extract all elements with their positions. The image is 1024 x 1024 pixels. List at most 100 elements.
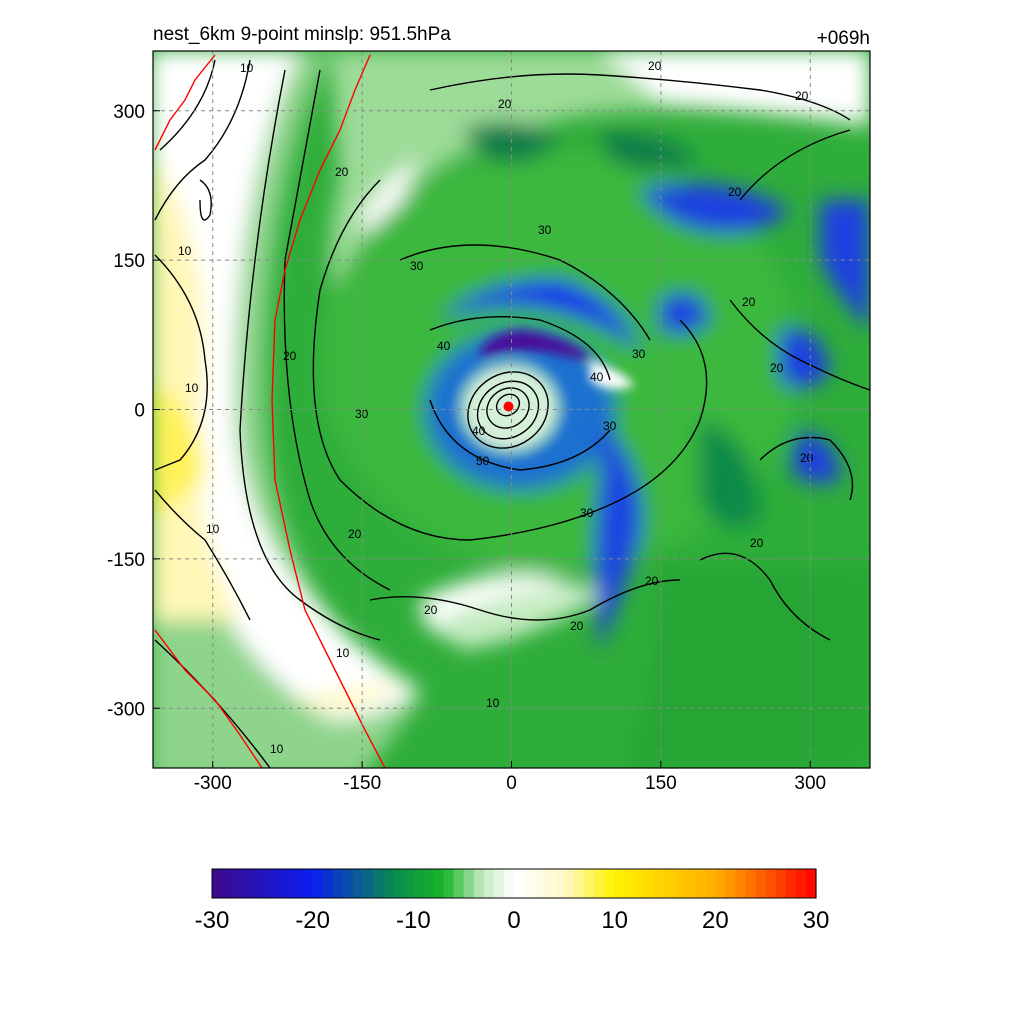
contour-label: 20 [424, 603, 438, 617]
colorbar-swatch [483, 869, 495, 898]
y-tick-label: -300 [107, 699, 145, 720]
colorbar-swatch [282, 869, 294, 898]
colorbar-swatch [534, 869, 545, 898]
contour-label: 20 [728, 185, 742, 199]
colorbar-swatch [232, 869, 243, 898]
colorbar-swatch [564, 869, 575, 898]
storm-center-marker [503, 401, 514, 412]
colorbar-swatch [725, 869, 737, 898]
colorbar-swatch [745, 869, 757, 898]
colorbar-ticks: -30 -20 -10 0 10 20 30 [195, 907, 830, 934]
colorbar-swatch [775, 869, 787, 898]
colorbar-swatch [413, 869, 424, 898]
wind-speed-contours [154, 59, 870, 768]
colorbar-swatch [644, 869, 656, 898]
contour-label: 30 [538, 223, 552, 237]
colorbar-swatch [342, 869, 354, 898]
contour-label: 30 [632, 347, 646, 361]
colorbar-swatch [423, 869, 435, 898]
colorbar-swatch [363, 869, 374, 898]
colorbar-swatch [584, 869, 596, 898]
contour-label: 40 [590, 370, 604, 384]
colorbar-swatch [614, 869, 626, 898]
contour-label: 30 [410, 259, 424, 273]
colorbar-swatch [604, 869, 616, 898]
x-tick-label: 150 [645, 773, 677, 794]
colorbar-swatch [373, 869, 384, 898]
y-tick-label: 0 [134, 401, 145, 422]
contour-label: 10 [185, 381, 199, 395]
colorbar-swatch [705, 869, 716, 898]
colorbar-tick-label: 30 [803, 907, 830, 934]
contour-label: 10 [270, 742, 284, 756]
colorbar-swatch [755, 869, 767, 898]
colorbar-swatch [675, 869, 686, 898]
x-axis: -300 -150 0 150 300 [194, 761, 826, 794]
colorbar-swatch [212, 869, 223, 898]
colorbar [212, 869, 817, 898]
colorbar-swatch [453, 869, 465, 898]
colorbar-swatch [554, 869, 565, 898]
colorbar-swatch [695, 869, 706, 898]
colorbar-swatch [765, 869, 777, 898]
colorbar-swatch [473, 869, 485, 898]
colorbar-swatch [654, 869, 666, 898]
colorbar-tick-label: 0 [507, 907, 520, 934]
freezing-level-lines [154, 54, 386, 768]
contour-label: 20 [498, 97, 512, 111]
colorbar-swatch [352, 869, 364, 898]
colorbar-swatch [493, 869, 505, 898]
colorbar-swatch [272, 869, 284, 898]
colorbar-swatch [302, 869, 314, 898]
y-tick-label: 150 [113, 251, 145, 272]
colorbar-swatch [514, 869, 525, 898]
colorbar-swatch [795, 869, 807, 898]
colorbar-swatch [443, 869, 455, 898]
x-tick-label: -150 [343, 773, 381, 794]
contour-label: 40 [437, 339, 451, 353]
contour-label: 20 [348, 527, 362, 541]
contour-label: 20 [750, 536, 764, 550]
colorbar-swatch [222, 869, 233, 898]
contour-label: 20 [742, 295, 756, 309]
contour-label: 30 [603, 419, 617, 433]
colorbar-swatch [403, 869, 414, 898]
contour-label: 20 [648, 59, 662, 73]
vorticity-field [153, 51, 870, 768]
contour-label: 30 [580, 506, 594, 520]
colorbar-swatch [805, 869, 817, 898]
y-tick-label: -150 [107, 550, 145, 571]
colorbar-tick-label: -30 [195, 907, 230, 934]
colorbar-swatch [594, 869, 606, 898]
colorbar-swatch [665, 869, 676, 898]
contour-label: 20 [645, 574, 659, 588]
forecast-hour: +069h [817, 28, 870, 49]
colorbar-swatch [332, 869, 344, 898]
contour-label: 10 [178, 244, 192, 258]
colorbar-swatch [785, 869, 797, 898]
contour-label: 20 [770, 361, 784, 375]
colorbar-swatch [322, 869, 334, 898]
colorbar-swatch [624, 869, 636, 898]
contour-label: 20 [800, 451, 814, 465]
colorbar-tick-label: -10 [396, 907, 431, 934]
colorbar-swatch [393, 869, 404, 898]
contour-label: 20 [283, 349, 297, 363]
colorbar-swatch [503, 869, 515, 898]
contour-label: 10 [240, 61, 254, 75]
y-axis: -300 -150 0 150 300 [107, 102, 160, 720]
contour-label: 20 [795, 89, 809, 103]
colorbar-tick-label: 10 [601, 907, 628, 934]
colorbar-tick-label: 20 [702, 907, 729, 934]
contour-label: 10 [336, 646, 350, 660]
y-tick-label: 300 [113, 102, 145, 123]
colorbar-swatch [383, 869, 394, 898]
x-tick-label: 300 [794, 773, 826, 794]
colorbar-swatch [715, 869, 726, 898]
contour-label: 50 [476, 454, 490, 468]
colorbar-swatch [433, 869, 445, 898]
contour-label: 10 [486, 696, 500, 710]
colorbar-frame [211, 868, 817, 899]
contour-label: 10 [206, 522, 220, 536]
colorbar-swatch [634, 869, 646, 898]
